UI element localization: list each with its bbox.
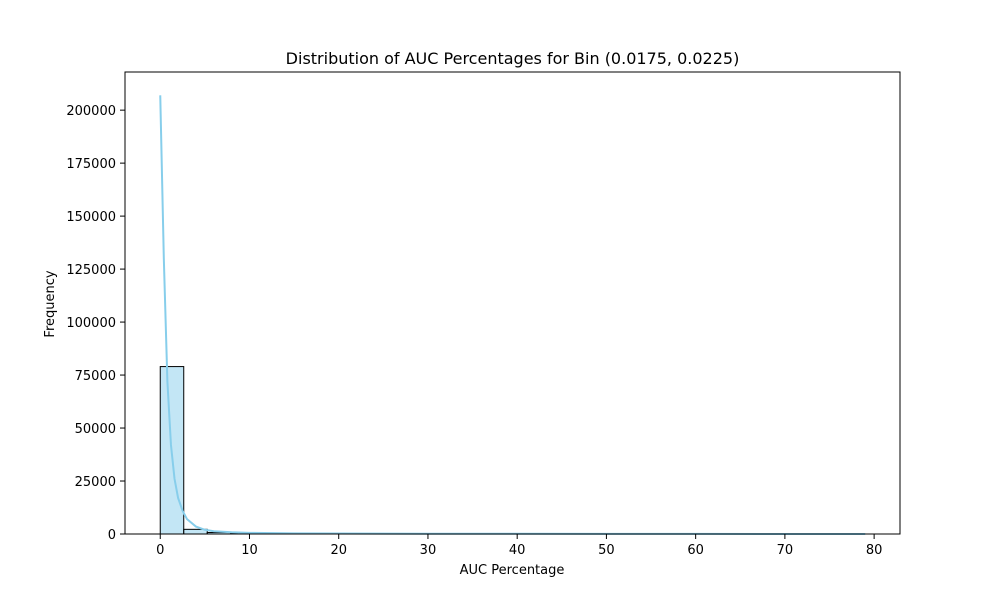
y-tick-label: 50000 xyxy=(75,422,116,437)
y-tick-label: 200000 xyxy=(66,104,116,119)
plot-area-frame xyxy=(124,71,901,535)
x-tick-label: 20 xyxy=(330,543,347,558)
x-axis: 0 10 20 30 40 50 60 70 80 xyxy=(156,534,882,558)
x-tick-label: 30 xyxy=(420,543,437,558)
y-axis: 0 25000 50000 75000 100000 125000 150000 175000… xyxy=(66,104,125,543)
x-tick-label: 60 xyxy=(687,543,704,558)
y-axis-label: Frequency xyxy=(43,270,58,337)
y-tick-label: 150000 xyxy=(66,210,116,225)
x-axis-label: AUC Percentage xyxy=(460,563,565,578)
x-tick-label: 0 xyxy=(156,543,164,558)
y-tick-label: 75000 xyxy=(75,369,116,384)
y-tick-label: 175000 xyxy=(66,157,116,172)
x-tick-label: 70 xyxy=(777,543,794,558)
x-tick-label: 40 xyxy=(509,543,526,558)
chart-title: Distribution of AUC Percentages for Bin … xyxy=(286,49,740,68)
x-tick-label: 50 xyxy=(598,543,615,558)
x-tick-label: 10 xyxy=(241,543,258,558)
y-tick-label: 0 xyxy=(108,528,116,543)
y-tick-label: 25000 xyxy=(75,475,116,490)
x-tick-label: 80 xyxy=(866,543,883,558)
y-tick-label: 125000 xyxy=(66,263,116,278)
y-tick-label: 100000 xyxy=(66,316,116,331)
